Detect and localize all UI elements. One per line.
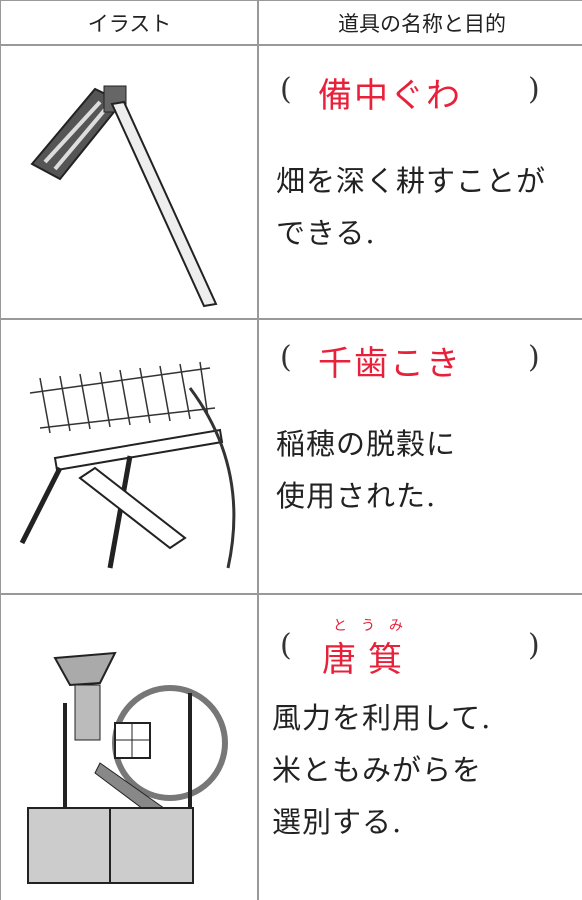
header-cell: 道具の名称と目的 xyxy=(257,0,582,46)
description-line: 風力を利用して. xyxy=(272,701,492,735)
description-line: できる. xyxy=(276,216,376,250)
header-text: イラスト xyxy=(87,12,172,36)
illustration-cell xyxy=(0,44,259,320)
illustration-cell xyxy=(0,593,259,900)
illustration-cell xyxy=(0,318,259,595)
description-line: 選別する. xyxy=(272,805,403,839)
paren: ) xyxy=(528,628,540,663)
description: 風力を利用して. 米ともみがらを 選別する. xyxy=(272,692,491,848)
paren: ) xyxy=(528,340,540,375)
paren: ( xyxy=(280,72,292,107)
description-line: 畑を深く耕すことが xyxy=(276,164,547,198)
paren: ( xyxy=(280,340,292,375)
description-line: 使用された. xyxy=(276,479,437,513)
text-cell xyxy=(257,44,582,320)
description: 畑を深く耕すことが できる. xyxy=(276,155,546,259)
header-cell: イラスト xyxy=(0,0,259,46)
paren: ) xyxy=(528,72,540,107)
tool-name: 唐箕 xyxy=(322,640,414,680)
text-cell xyxy=(257,318,582,595)
tomi-illustration xyxy=(27,651,228,884)
senbakoki-illustration xyxy=(19,361,236,569)
tool-name: 備中ぐわ xyxy=(318,76,462,116)
description: 稲穂の脱穀に 使用された. xyxy=(276,418,456,522)
text-cell xyxy=(257,593,582,900)
header-text: 道具の名称と目的 xyxy=(338,12,506,36)
description-line: 稲穂の脱穀に xyxy=(276,427,457,461)
tool-name: 千歯こき xyxy=(318,344,462,384)
description-line: 米ともみがらを xyxy=(272,753,483,787)
paren: ( xyxy=(280,628,292,663)
ruby: とうみ xyxy=(333,618,417,634)
hoe-illustration xyxy=(30,85,218,308)
